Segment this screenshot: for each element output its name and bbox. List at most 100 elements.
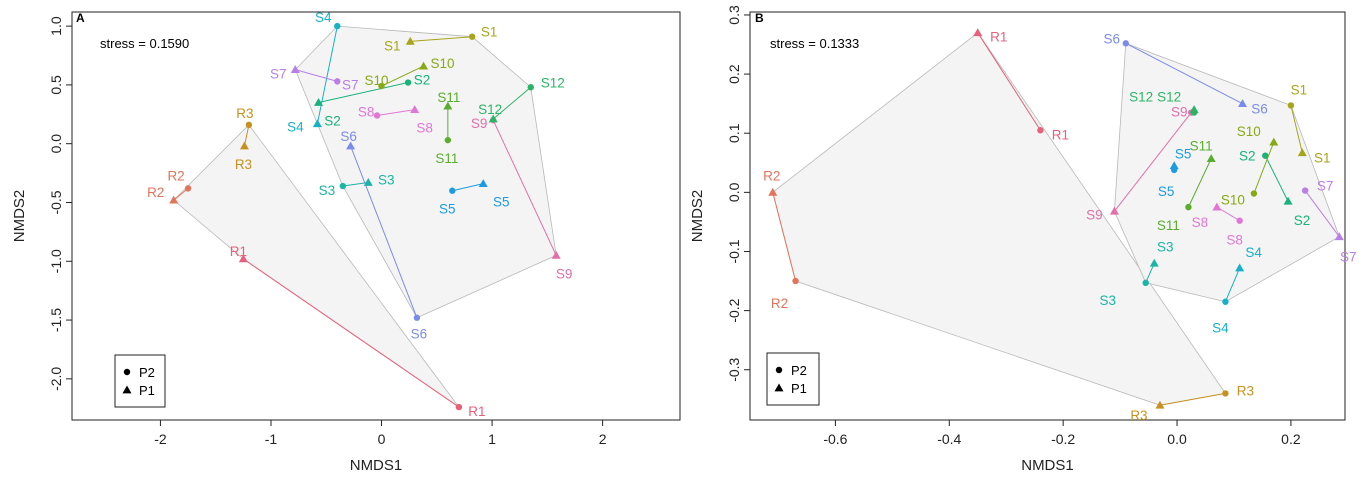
point-label-p1-s1: S1: [1314, 151, 1331, 166]
point-label-p1-r3: R3: [235, 157, 252, 172]
point-label-p2-s2: S2: [414, 73, 431, 88]
point-p2-s4: [334, 22, 341, 30]
point-p1-r3: [1155, 400, 1165, 409]
plot-frame: [71, 11, 681, 421]
point-label-p2-r2: R2: [771, 296, 788, 311]
point-p2-r3: [245, 121, 253, 129]
point-p1-s11: [443, 101, 453, 110]
stress-annotation: stress = 0.1590: [100, 36, 189, 51]
point-label-p2-s3: S3: [319, 183, 336, 198]
point-label-p2-r1: R1: [468, 404, 485, 419]
point-label-p2-s9: S9: [471, 116, 488, 131]
point-p1-s10: [1269, 137, 1279, 146]
legend-box: [114, 354, 166, 408]
legend-triangle-icon: [774, 383, 784, 392]
point-label-p1-s10: S10: [1237, 124, 1261, 139]
point-label-p2-s4: S4: [1212, 321, 1229, 336]
x-axis-label: NMDS1: [350, 457, 403, 474]
point-label-p2-s9: S9: [1171, 105, 1188, 120]
point-label-p1-r3: R3: [1130, 408, 1147, 423]
point-label-p2-s12: S12: [1157, 90, 1181, 105]
point-label-p1-s6: S6: [340, 129, 357, 144]
point-label-p1-s3: S3: [378, 172, 395, 187]
point-p1-s1: [1297, 148, 1307, 157]
point-p2-s4: [1222, 298, 1229, 305]
point-p2-s10: [378, 82, 385, 90]
point-label-p2-s2: S2: [1239, 149, 1256, 164]
segment-r1: [977, 32, 1041, 131]
y-tick-label: 0.0: [48, 134, 64, 154]
point-p1-r2: [768, 187, 778, 196]
point-label-p1-s9: S9: [556, 266, 573, 281]
point-p1-r1: [238, 254, 248, 263]
point-label-p2-s6: S6: [1104, 31, 1121, 46]
point-p1-s4: [312, 119, 322, 128]
y-tick-label: 0.0: [726, 182, 742, 202]
segment-s10: [381, 65, 424, 87]
point-p2-r1: [455, 403, 463, 411]
point-label-p1-s9: S9: [1086, 207, 1103, 222]
segment-s2: [1264, 155, 1289, 202]
x-tick-label: -0.2: [1051, 431, 1075, 447]
point-p2-s7: [334, 78, 341, 85]
segment-r2: [772, 192, 797, 282]
point-label-p2-r3: R3: [236, 106, 253, 121]
point-p2-r2: [792, 277, 799, 285]
y-tick-label: -0.5: [48, 190, 64, 214]
point-p1-s11: [1206, 154, 1216, 163]
point-label-p1-s12: S12: [1129, 90, 1153, 105]
segment-s1: [410, 36, 473, 42]
point-p1-s3: [1149, 258, 1159, 267]
point-p2-s7: [1301, 187, 1309, 194]
segment-s4: [1224, 267, 1241, 302]
point-p1-s7: [1334, 232, 1344, 241]
point-p1-s1: [405, 36, 415, 45]
point-label-p1-s12: S12: [478, 102, 502, 117]
panel-letter: B: [755, 11, 764, 25]
segment-r3: [243, 124, 250, 147]
point-p1-s3: [363, 177, 373, 186]
point-label-p1-s4: S4: [1245, 245, 1262, 260]
point-p1-s2: [314, 98, 324, 106]
y-axis-label: NMDS2: [11, 190, 28, 243]
point-label-p1-s1: S1: [384, 38, 401, 53]
point-label-p1-s3: S3: [1157, 239, 1174, 254]
point-label-p1-s10: S10: [431, 56, 455, 71]
point-label-p1-s5: S5: [1175, 147, 1192, 162]
point-p1-s5: [1169, 161, 1179, 170]
point-label-p2-s1: S1: [1291, 82, 1308, 97]
point-label-p2-s1: S1: [481, 25, 498, 40]
point-label-p2-s10: S10: [365, 73, 389, 88]
segment-s8: [377, 109, 415, 116]
y-tick-label: -0.2: [726, 298, 742, 322]
segment-s7: [1304, 190, 1340, 237]
segment-r1: [243, 258, 460, 408]
point-p1-s2: [1283, 196, 1293, 205]
point-p2-r3: [1222, 390, 1229, 397]
point-label-p2-s11: S11: [1157, 218, 1180, 233]
point-label-p1-r2: R2: [763, 168, 780, 183]
segment-s6: [350, 145, 418, 318]
x-tick-label: -0.6: [823, 431, 847, 447]
point-label-p1-s4: S4: [287, 120, 304, 135]
point-label-p2-r1: R1: [1052, 127, 1069, 142]
point-p1-s12: [488, 114, 498, 123]
point-label-p2-s10: S10: [1221, 193, 1245, 208]
y-tick-label: -1.0: [48, 249, 64, 273]
segment-s3: [342, 181, 369, 187]
x-tick-label: 0: [378, 431, 386, 447]
point-label-p2-s8: S8: [1226, 233, 1243, 248]
point-p1-r1: [973, 28, 983, 37]
point-label-p2-s7: S7: [342, 77, 359, 92]
legend-triangle-icon: [122, 385, 132, 394]
point-label-p2-s11: S11: [435, 151, 458, 166]
segment-s12: [492, 86, 532, 120]
segment-s2: [318, 82, 409, 104]
y-axis-label: NMDS2: [689, 190, 706, 243]
point-label-p1-r2: R2: [147, 185, 164, 200]
legend-circle-icon: [775, 366, 783, 374]
point-p1-r2: [169, 195, 179, 204]
y-tick-label: 1.0: [48, 16, 64, 36]
